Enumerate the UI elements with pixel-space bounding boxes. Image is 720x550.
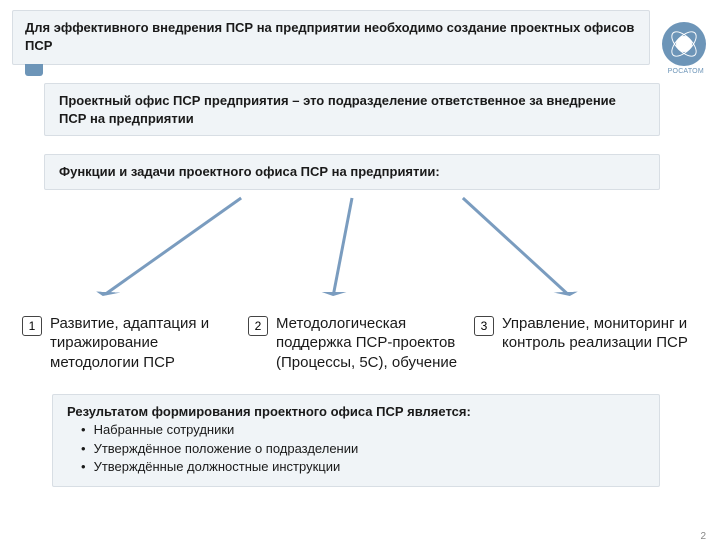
atom-icon [676,36,692,52]
columns-row: 1 Развитие, адаптация и тиражирование ме… [22,314,690,373]
header-title: Для эффективного внедрения ПСР на предпр… [25,19,637,54]
column-1: 1 Развитие, адаптация и тиражирование ме… [22,314,238,373]
result-box: Результатом формирования проектного офис… [52,394,660,487]
result-list: Набранные сотрудники Утверждённое положе… [67,421,645,476]
arrows-region [44,194,660,314]
column-badge: 3 [474,316,494,336]
result-item: Утверждённое положение о подразделении [81,440,645,458]
page-number: 2 [700,531,706,542]
functions-box: Функции и задачи проектного офиса ПСР на… [44,154,660,190]
result-title: Результатом формирования проектного офис… [67,403,645,421]
column-badge: 1 [22,316,42,336]
logo-label: РОСАТОМ [668,68,704,75]
column-text: Управление, мониторинг и контроль реализ… [502,314,690,353]
column-text: Методологическая поддержка ПСР-проектов … [276,314,464,373]
column-badge: 2 [248,316,268,336]
column-2: 2 Методологическая поддержка ПСР-проекто… [248,314,464,373]
header-tab-accent [25,64,43,76]
logo-badge [662,22,706,66]
result-item: Утверждённые должностные инструкции [81,458,645,476]
arrows-svg [44,194,660,314]
column-text: Развитие, адаптация и тиражирование мето… [50,314,238,373]
definition-box: Проектный офис ПСР предприятия – это под… [44,83,660,136]
column-3: 3 Управление, мониторинг и контроль реал… [474,314,690,353]
header-panel: Для эффективного внедрения ПСР на предпр… [12,10,650,65]
result-item: Набранные сотрудники [81,421,645,439]
